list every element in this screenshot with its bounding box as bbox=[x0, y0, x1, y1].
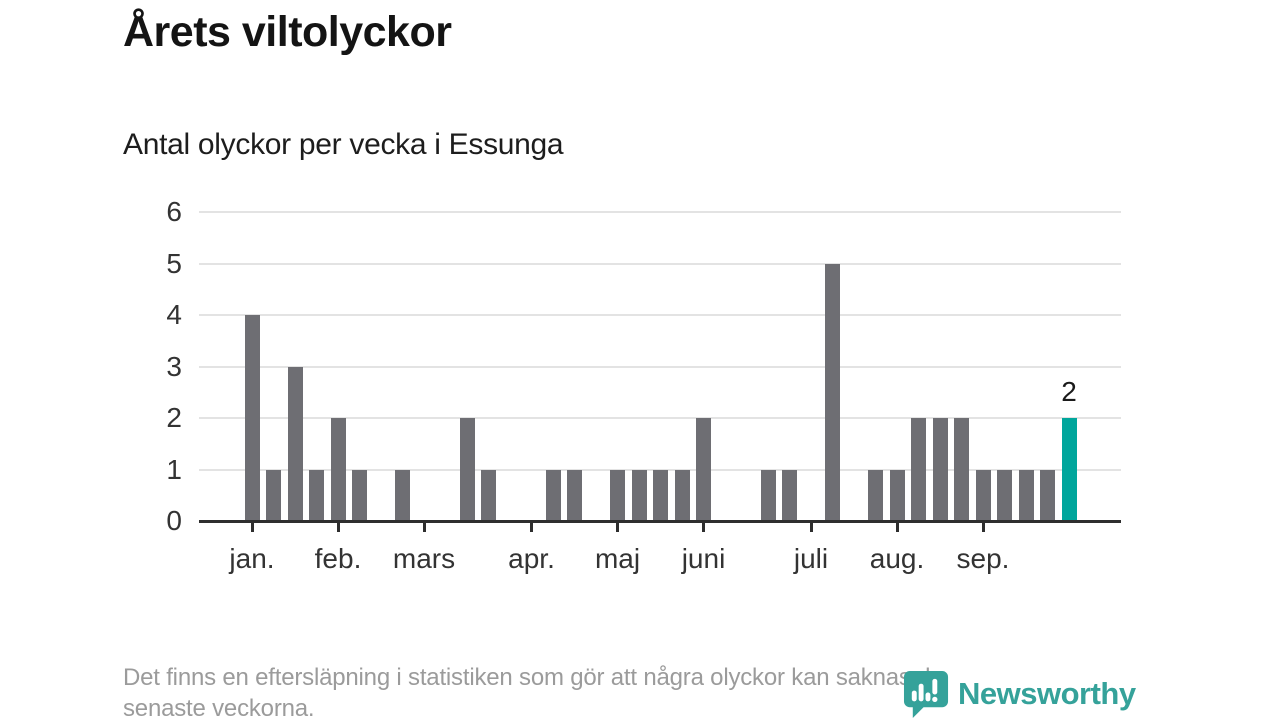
gridline-y2 bbox=[199, 417, 1121, 419]
bar-week-4 bbox=[287, 366, 303, 521]
y-axis-label-3: 3 bbox=[166, 350, 182, 382]
bar-week-33 bbox=[911, 418, 926, 521]
x-axis-tick-apr bbox=[530, 523, 533, 532]
bar-week-35 bbox=[954, 418, 969, 521]
gridline-y3 bbox=[199, 365, 1121, 368]
footnote-line-2: senaste veckorna. bbox=[123, 695, 315, 720]
x-axis-tick-jan bbox=[250, 523, 254, 532]
x-axis-label-sep: sep. bbox=[956, 543, 1010, 574]
y-axis-label-4: 4 bbox=[166, 299, 182, 330]
bar-week-36 bbox=[975, 469, 991, 521]
x-axis-label-juli: juli bbox=[793, 543, 829, 574]
y-axis-label-6: 6 bbox=[166, 196, 182, 227]
bar-week-20 bbox=[631, 469, 647, 521]
bar-week-9 bbox=[395, 469, 410, 521]
bar-week-12 bbox=[459, 418, 475, 521]
chart-subtitle: Antal olyckor per vecka i Essunga bbox=[123, 128, 564, 161]
x-axis-tick-juni bbox=[702, 523, 705, 532]
bar-week-32 bbox=[889, 469, 905, 521]
newsworthy-bubble-barchart-icon bbox=[903, 670, 949, 718]
bar-week-19 bbox=[610, 469, 625, 521]
y-axis-label-0: 0 bbox=[166, 505, 182, 536]
x-axis-label-juni: juni bbox=[681, 543, 726, 574]
x-axis-tick-maj bbox=[616, 523, 619, 532]
newsworthy-wordmark: Newsworthy bbox=[958, 676, 1136, 711]
bar-week-3 bbox=[266, 469, 281, 521]
x-axis-label-aug: aug. bbox=[869, 543, 925, 574]
bar-week-29 bbox=[825, 263, 840, 521]
bar-week-34 bbox=[932, 418, 948, 521]
x-axis-label-apr: apr. bbox=[508, 543, 555, 574]
bar-week-39 bbox=[1040, 469, 1055, 521]
x-axis-label-jan: jan. bbox=[229, 543, 275, 574]
x-axis-tick-sep bbox=[981, 523, 985, 532]
bar-week-7 bbox=[352, 469, 367, 521]
bar-week-31 bbox=[868, 469, 883, 521]
bar-week-27 bbox=[782, 469, 797, 521]
gridline-y4 bbox=[199, 314, 1121, 316]
bar-week-23 bbox=[696, 418, 711, 521]
newsworthy-logo: Newsworthy bbox=[903, 670, 1136, 718]
x-axis-tick-feb bbox=[336, 523, 340, 532]
bar-week-37 bbox=[997, 469, 1012, 521]
bar-week-22 bbox=[674, 469, 690, 521]
x-axis-label-feb: feb. bbox=[314, 543, 362, 574]
bar-week-38 bbox=[1018, 469, 1034, 521]
bar-week-40 bbox=[1061, 418, 1077, 521]
gridline-y5 bbox=[199, 262, 1121, 265]
bar-week-21 bbox=[653, 469, 668, 521]
x-axis-label-mars: mars bbox=[392, 543, 456, 574]
bar-week-2 bbox=[244, 315, 260, 521]
bar-week-5 bbox=[309, 469, 324, 521]
gridline-y6 bbox=[199, 211, 1121, 213]
x-axis-label-maj: maj bbox=[594, 543, 641, 574]
bar-week-26 bbox=[760, 469, 776, 521]
y-axis-label-1: 1 bbox=[166, 453, 182, 485]
page-title: Årets viltolyckor bbox=[123, 8, 452, 56]
highlight-value-label: 2 bbox=[1061, 376, 1077, 407]
y-axis-label-5: 5 bbox=[166, 247, 182, 279]
footnote-line-1: Det finns en eftersläpning i statistiken… bbox=[123, 664, 944, 691]
bar-week-17 bbox=[567, 469, 582, 521]
footnote: Det finns en eftersläpning i statistiken… bbox=[123, 662, 944, 720]
x-axis-tick-aug bbox=[895, 523, 899, 532]
bar-week-6 bbox=[330, 418, 346, 521]
x-axis-tick-juli bbox=[809, 523, 813, 532]
x-axis-line bbox=[199, 520, 1121, 523]
x-axis-tick-mars bbox=[422, 523, 426, 532]
bar-week-16 bbox=[545, 469, 561, 521]
y-axis-label-2: 2 bbox=[166, 402, 182, 433]
bar-week-13 bbox=[481, 469, 496, 521]
